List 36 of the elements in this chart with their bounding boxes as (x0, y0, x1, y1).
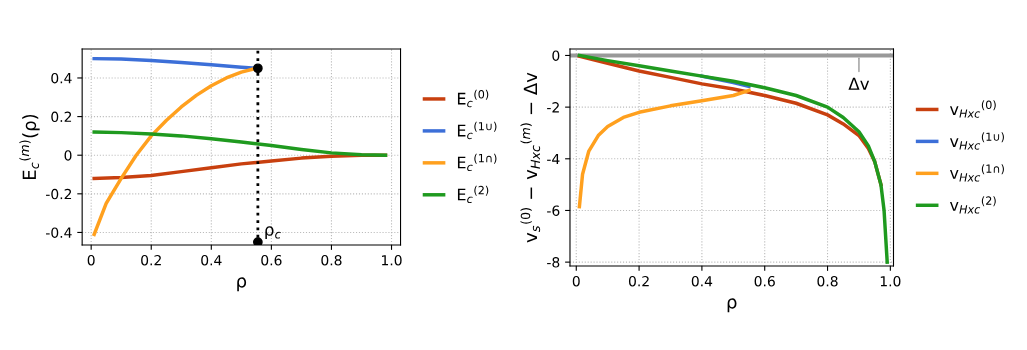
y-tick-label: -8 (547, 257, 560, 268)
legend-label: v$_{Hxc}$$^{(1∩)}$ (949, 164, 1004, 182)
x-tick-label: 0.6 (754, 275, 775, 287)
x-tick-label: 0.8 (321, 254, 342, 266)
y-tick-label: -0.4 (46, 227, 72, 238)
x-tick-label: 0.4 (201, 254, 222, 266)
x-tick-label: 0.4 (691, 275, 713, 287)
x-tick-label: 0 (87, 254, 95, 266)
y-tick-label: 0.2 (51, 111, 72, 123)
x-axis-title: ρ (237, 277, 247, 292)
x-tick-label: 0.8 (817, 275, 838, 287)
legend-label: E$_{c}$$^{(1∪)}$ (457, 121, 497, 140)
y-tick-label: -6 (547, 205, 560, 216)
y-tick-label: 0 (552, 50, 560, 61)
x-tick-label: 0.2 (141, 254, 161, 266)
legend-label: E$_{c}$$^{(0)}$ (457, 89, 489, 108)
x-tick-label: 0 (572, 275, 580, 287)
legend-label: E$_{c}$$^{(1∩)}$ (457, 153, 497, 172)
y-tick-label: -0.2 (46, 188, 72, 200)
x-tick-label: 1.0 (382, 254, 402, 266)
x-axis-title: ρ (727, 298, 737, 313)
y-axis-title: v$_{s}$$^{(0)}$ − v$_{Hxc}$$^{(m)}$ − Δv (520, 72, 541, 243)
x-tick-label: 0.2 (628, 275, 649, 287)
y-tick-label: -2 (547, 102, 559, 113)
legend-label: v$_{Hxc}$$^{(0)}$ (949, 100, 996, 118)
y-axis-title: E$_{c}$$^{(m)}$(ρ) (19, 114, 40, 179)
legend-label: v$_{Hxc}$$^{(1∪)}$ (949, 132, 1004, 150)
legend-label: E$_{c}$$^{(2)}$ (457, 185, 489, 204)
x-tick-label: 0.6 (261, 254, 282, 266)
y-tick-label: 0.4 (51, 72, 72, 84)
y-tick-label: -4 (547, 153, 560, 165)
legend-label: v$_{Hxc}$$^{(2)}$ (949, 196, 996, 214)
x-tick-label: 1.0 (880, 275, 901, 287)
y-tick-label: 0 (64, 150, 72, 161)
ref-line-label: Δv (848, 77, 870, 90)
ref-line-label: ρ$_{c}$ (265, 226, 281, 240)
